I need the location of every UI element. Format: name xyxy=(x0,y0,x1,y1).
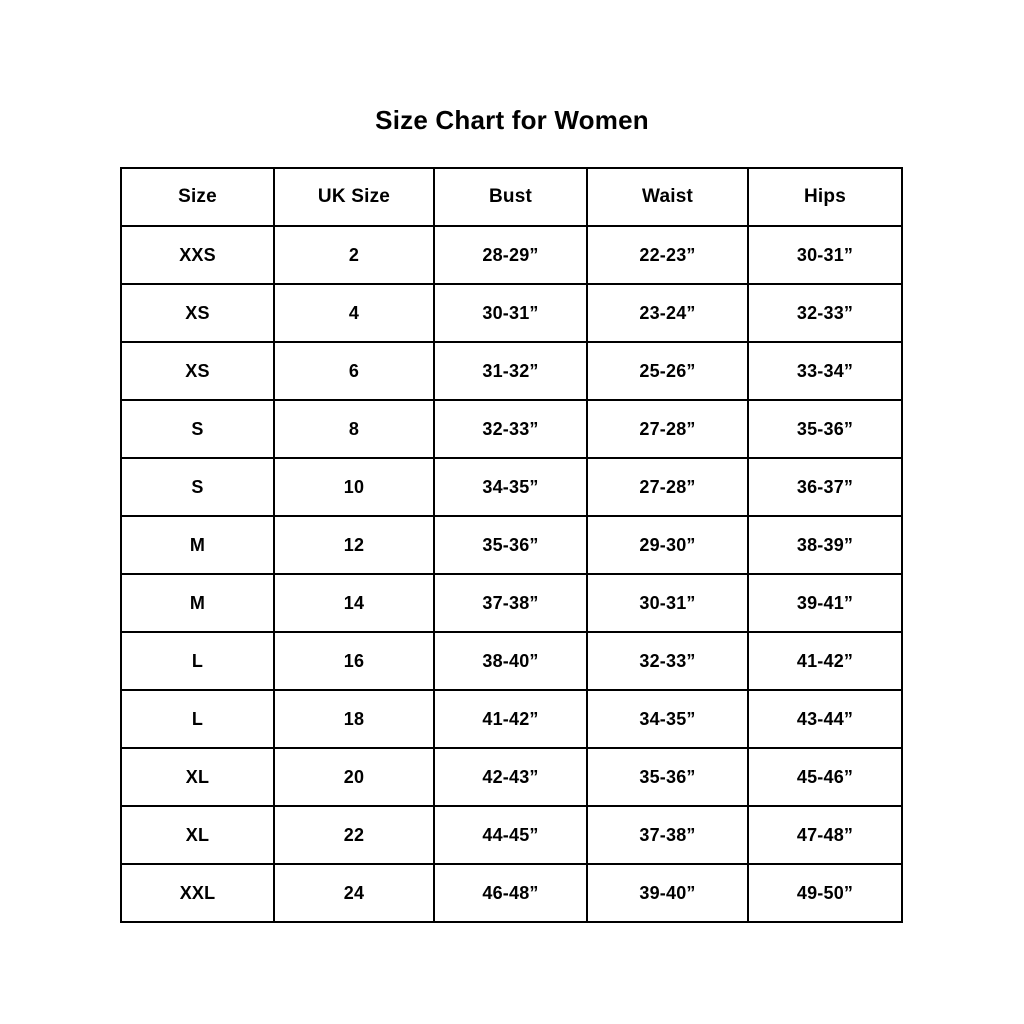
cell-uk-size: 20 xyxy=(273,747,435,807)
cell-hips: 35-36” xyxy=(747,399,903,459)
cell-size: M xyxy=(120,573,275,633)
cell-waist: 32-33” xyxy=(586,631,749,691)
cell-size: XXS xyxy=(120,225,275,285)
cell-bust: 44-45” xyxy=(433,805,588,865)
cell-bust: 38-40” xyxy=(433,631,588,691)
cell-waist: 35-36” xyxy=(586,747,749,807)
cell-size: L xyxy=(120,631,275,691)
cell-hips: 49-50” xyxy=(747,863,903,923)
column-header-uk-size: UK Size xyxy=(273,167,435,227)
cell-uk-size: 14 xyxy=(273,573,435,633)
cell-bust: 46-48” xyxy=(433,863,588,923)
cell-hips: 32-33” xyxy=(747,283,903,343)
cell-uk-size: 10 xyxy=(273,457,435,517)
cell-hips: 36-37” xyxy=(747,457,903,517)
table-row: M 12 35-36” 29-30” 38-39” xyxy=(120,515,903,575)
cell-bust: 28-29” xyxy=(433,225,588,285)
cell-bust: 37-38” xyxy=(433,573,588,633)
cell-hips: 47-48” xyxy=(747,805,903,865)
cell-waist: 34-35” xyxy=(586,689,749,749)
cell-hips: 30-31” xyxy=(747,225,903,285)
cell-hips: 39-41” xyxy=(747,573,903,633)
cell-uk-size: 18 xyxy=(273,689,435,749)
cell-uk-size: 2 xyxy=(273,225,435,285)
table-row: XL 22 44-45” 37-38” 47-48” xyxy=(120,805,903,865)
table-row: L 16 38-40” 32-33” 41-42” xyxy=(120,631,903,691)
cell-bust: 41-42” xyxy=(433,689,588,749)
cell-waist: 23-24” xyxy=(586,283,749,343)
table-row: M 14 37-38” 30-31” 39-41” xyxy=(120,573,903,633)
cell-bust: 34-35” xyxy=(433,457,588,517)
size-chart-table-container: Size UK Size Bust Waist Hips XXS 2 28-29… xyxy=(120,167,903,923)
size-chart-table: Size UK Size Bust Waist Hips XXS 2 28-29… xyxy=(120,167,903,923)
cell-waist: 30-31” xyxy=(586,573,749,633)
cell-bust: 32-33” xyxy=(433,399,588,459)
cell-hips: 33-34” xyxy=(747,341,903,401)
cell-hips: 41-42” xyxy=(747,631,903,691)
table-row: XS 4 30-31” 23-24” 32-33” xyxy=(120,283,903,343)
column-header-bust: Bust xyxy=(433,167,588,227)
cell-bust: 42-43” xyxy=(433,747,588,807)
cell-uk-size: 4 xyxy=(273,283,435,343)
cell-waist: 25-26” xyxy=(586,341,749,401)
cell-waist: 29-30” xyxy=(586,515,749,575)
table-row: S 10 34-35” 27-28” 36-37” xyxy=(120,457,903,517)
table-header: Size UK Size Bust Waist Hips xyxy=(120,167,903,227)
cell-waist: 27-28” xyxy=(586,457,749,517)
table-row: L 18 41-42” 34-35” 43-44” xyxy=(120,689,903,749)
cell-size: XL xyxy=(120,805,275,865)
cell-uk-size: 6 xyxy=(273,341,435,401)
cell-uk-size: 22 xyxy=(273,805,435,865)
cell-hips: 43-44” xyxy=(747,689,903,749)
cell-bust: 31-32” xyxy=(433,341,588,401)
cell-size: XXL xyxy=(120,863,275,923)
cell-hips: 45-46” xyxy=(747,747,903,807)
cell-waist: 37-38” xyxy=(586,805,749,865)
cell-size: S xyxy=(120,457,275,517)
cell-size: L xyxy=(120,689,275,749)
cell-hips: 38-39” xyxy=(747,515,903,575)
cell-waist: 39-40” xyxy=(586,863,749,923)
table-row: XL 20 42-43” 35-36” 45-46” xyxy=(120,747,903,807)
cell-size: XS xyxy=(120,341,275,401)
cell-bust: 35-36” xyxy=(433,515,588,575)
column-header-size: Size xyxy=(120,167,275,227)
table-row: XXS 2 28-29” 22-23” 30-31” xyxy=(120,225,903,285)
cell-size: XL xyxy=(120,747,275,807)
cell-bust: 30-31” xyxy=(433,283,588,343)
table-row: S 8 32-33” 27-28” 35-36” xyxy=(120,399,903,459)
page-title: Size Chart for Women xyxy=(375,105,649,135)
cell-size: XS xyxy=(120,283,275,343)
cell-waist: 22-23” xyxy=(586,225,749,285)
cell-waist: 27-28” xyxy=(586,399,749,459)
column-header-waist: Waist xyxy=(586,167,749,227)
cell-uk-size: 24 xyxy=(273,863,435,923)
table-row: XXL 24 46-48” 39-40” 49-50” xyxy=(120,863,903,923)
table-row: XS 6 31-32” 25-26” 33-34” xyxy=(120,341,903,401)
cell-uk-size: 16 xyxy=(273,631,435,691)
cell-uk-size: 12 xyxy=(273,515,435,575)
cell-size: S xyxy=(120,399,275,459)
table-header-row: Size UK Size Bust Waist Hips xyxy=(120,167,903,227)
cell-uk-size: 8 xyxy=(273,399,435,459)
table-body: XXS 2 28-29” 22-23” 30-31” XS 4 30-31” 2… xyxy=(120,225,903,923)
column-header-hips: Hips xyxy=(747,167,903,227)
cell-size: M xyxy=(120,515,275,575)
